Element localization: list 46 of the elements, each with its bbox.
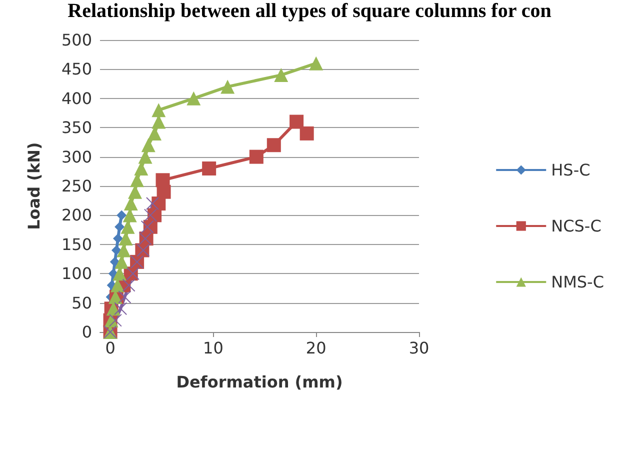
point	[202, 161, 216, 176]
point	[220, 80, 235, 94]
point	[108, 314, 122, 327]
point	[156, 173, 170, 188]
y-tick-label: 0	[82, 322, 92, 342]
y-tick-label: 350	[61, 118, 92, 138]
point	[152, 103, 166, 118]
legend-label: NMS-C	[551, 272, 604, 292]
x-tick-label: 20	[306, 338, 326, 358]
point	[309, 56, 324, 70]
y-tick-label: 400	[61, 88, 92, 108]
y-tick-label: 250	[61, 176, 92, 196]
y-tick-label: 450	[61, 60, 92, 79]
y-tick-label: 300	[61, 147, 92, 166]
point	[112, 266, 127, 281]
point	[116, 210, 127, 220]
point	[113, 234, 124, 244]
legend-label: NCS-C	[551, 216, 602, 236]
point	[266, 138, 281, 152]
chart-title: Relationship between all types of square columns for con	[68, 0, 552, 22]
x-axis-title: Deformation (mm)	[176, 372, 343, 392]
x-tick-label: 10	[203, 338, 224, 358]
y-axis-title: Load (kN)	[24, 142, 44, 230]
point	[300, 126, 314, 140]
y-tick-label: 50	[72, 293, 92, 312]
x-tick-label: 30	[408, 338, 430, 358]
point	[249, 150, 264, 164]
point	[118, 232, 133, 246]
point	[111, 245, 122, 256]
point	[110, 256, 120, 267]
legend-label: HS-C	[551, 160, 590, 180]
y-tick-label: 100	[61, 264, 92, 284]
y-tick-label: 150	[61, 234, 92, 254]
point	[141, 138, 156, 152]
point	[114, 222, 125, 232]
point	[274, 68, 288, 82]
point	[114, 302, 128, 316]
point	[126, 267, 140, 280]
point	[186, 91, 201, 106]
x-tick-label: 0	[105, 338, 116, 358]
y-tick-label: 500	[61, 30, 92, 50]
point	[290, 114, 304, 129]
point	[122, 278, 136, 292]
point	[124, 196, 138, 211]
point	[118, 290, 132, 304]
y-tick-label: 200	[61, 206, 92, 225]
